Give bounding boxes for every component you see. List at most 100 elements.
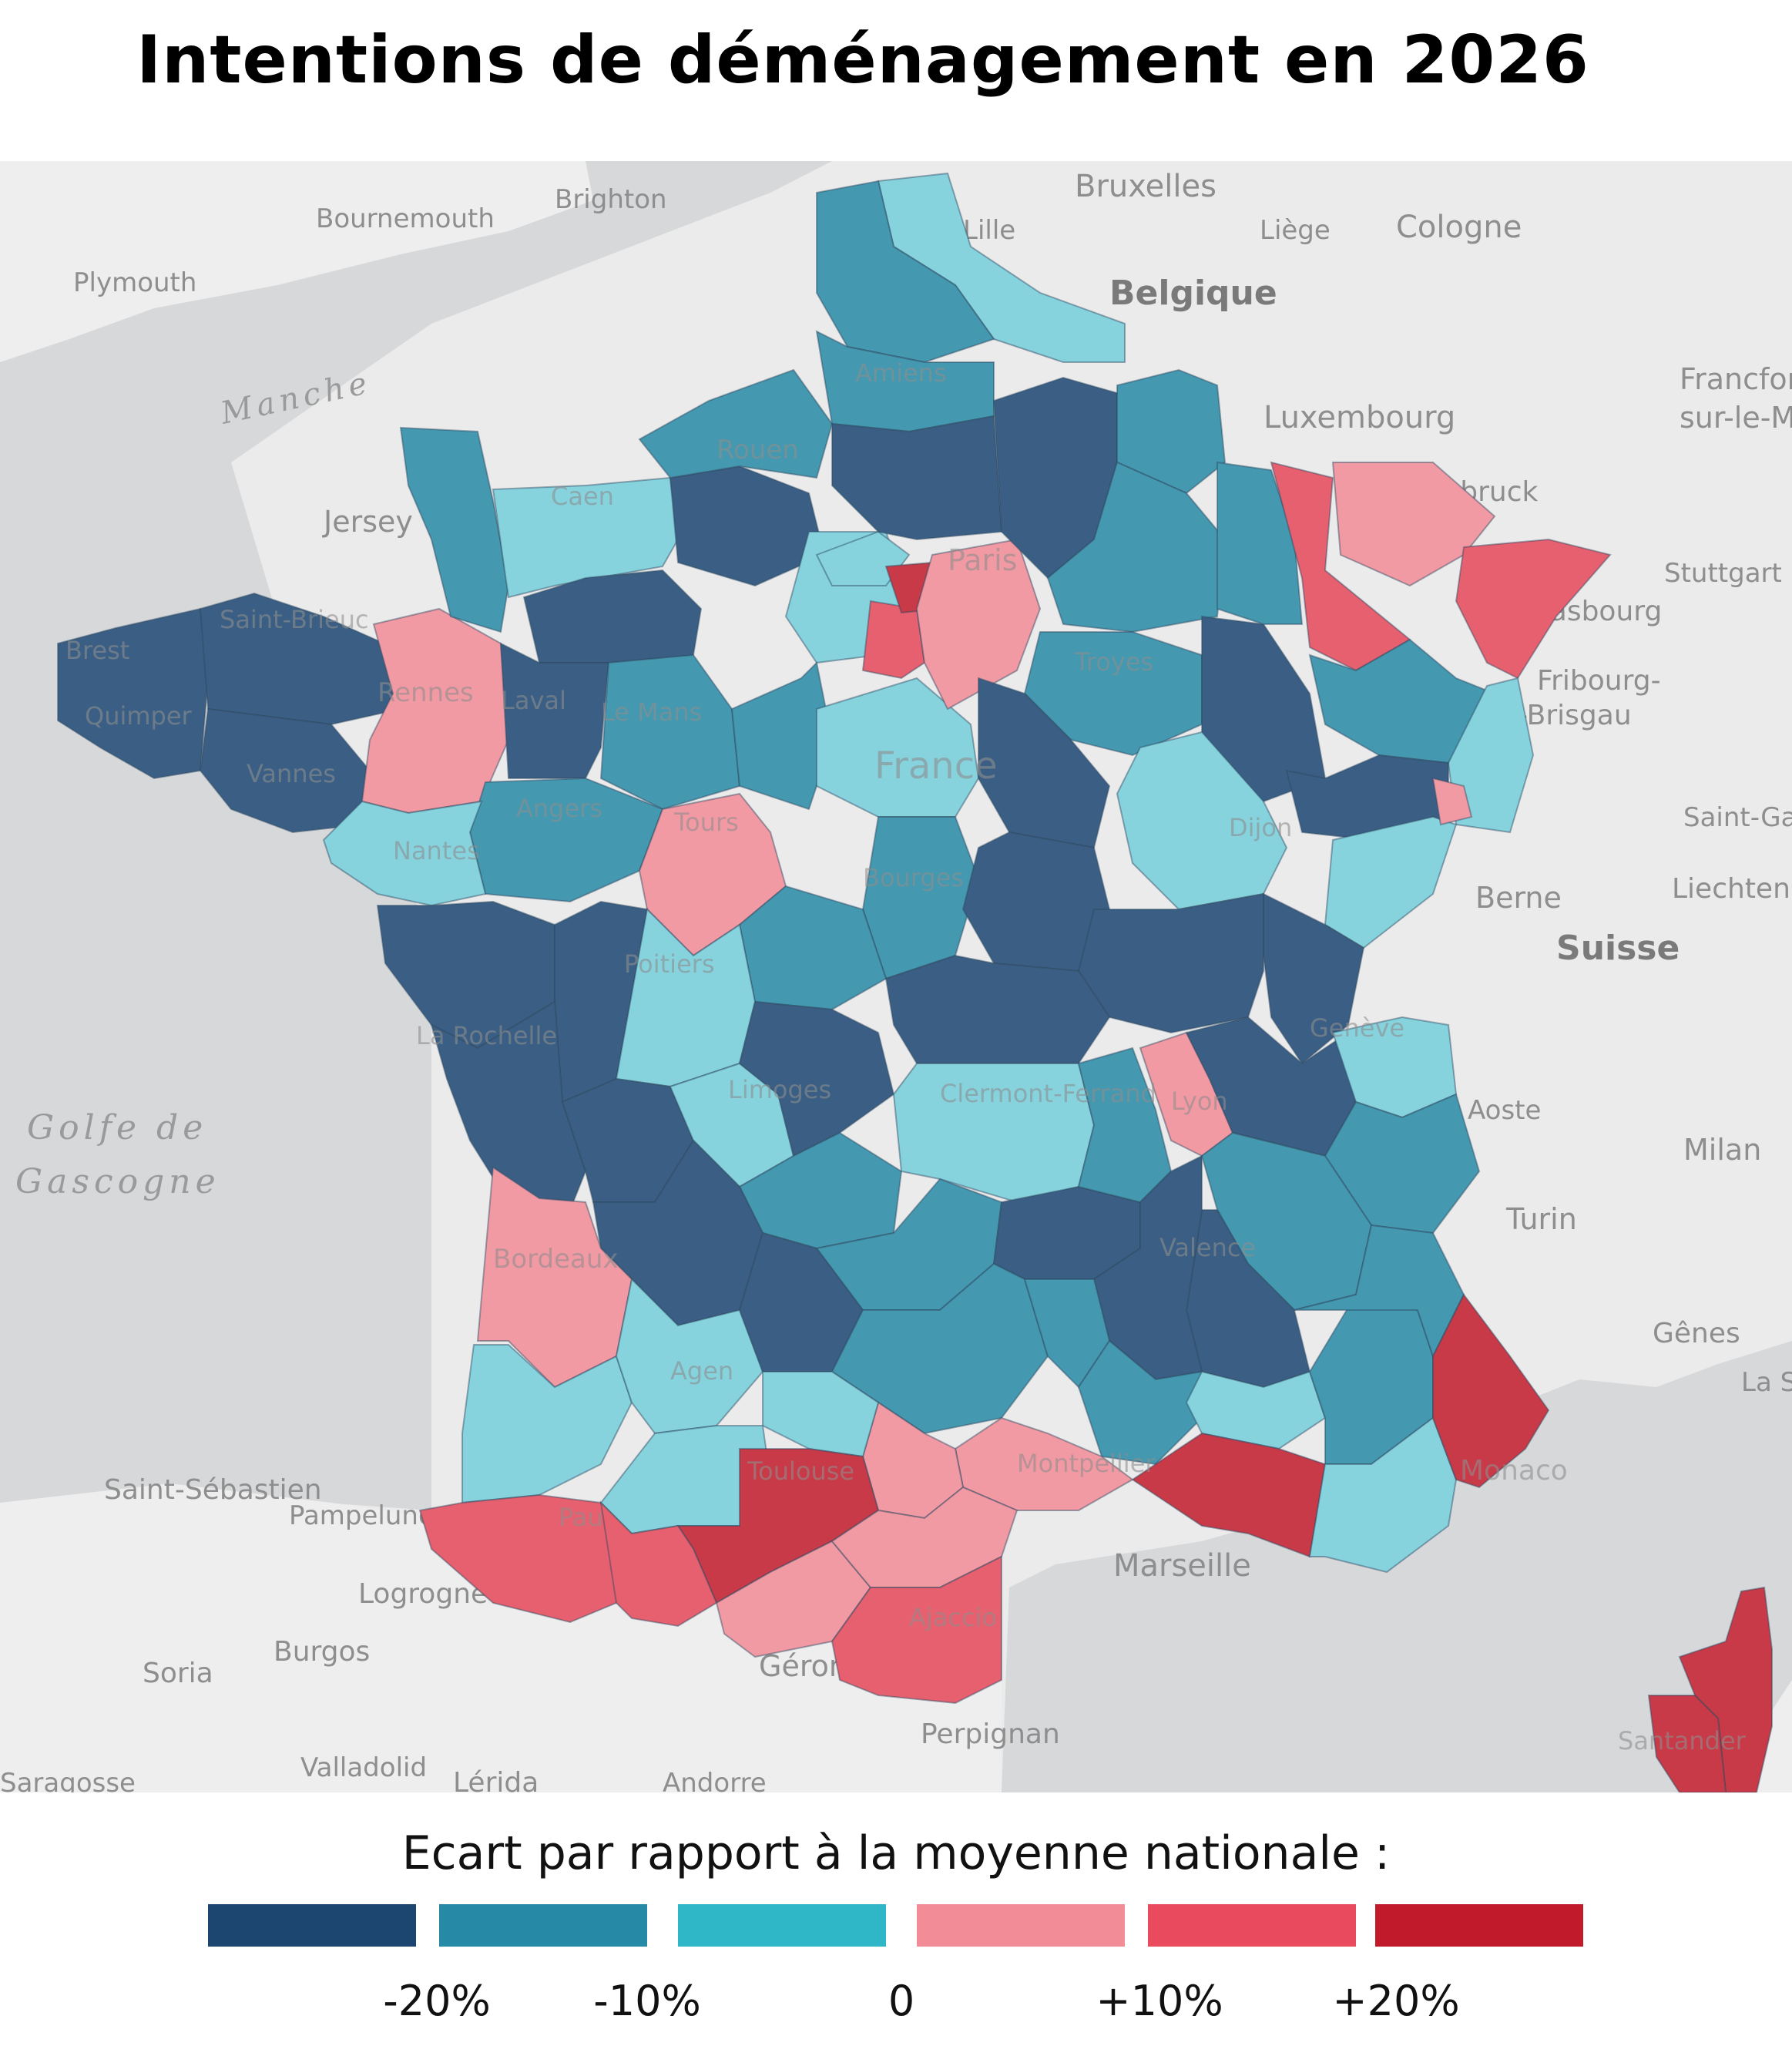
dept-yonne[interactable] [978, 677, 1111, 849]
dept-jura[interactable] [1263, 892, 1365, 1065]
legend-tick-plus-20: +20% [1332, 1977, 1460, 2025]
place-laval: Laval [501, 686, 566, 715]
place-caen: Caen [551, 482, 614, 511]
dept-corse-du-sud[interactable] [1647, 1695, 1727, 1792]
legend-swatch-2 [439, 1904, 647, 1947]
country-label-belgique: Belgique [1109, 274, 1277, 313]
place-angers: Angers [516, 794, 602, 823]
place-nantes: Nantes [393, 836, 480, 865]
place-milan: Milan [1683, 1133, 1761, 1167]
place-luxembourg: Luxembourg [1263, 400, 1455, 435]
dept-herault[interactable] [954, 1416, 1134, 1511]
place-amiens: Amiens [855, 358, 947, 388]
place-fribourg: Fribourg- [1537, 665, 1661, 697]
place-liege: Liège [1260, 215, 1331, 246]
dept-meuse[interactable] [1216, 461, 1304, 625]
dept-bas-rhin[interactable] [1455, 538, 1612, 680]
place-plymouth: Plymouth [73, 267, 196, 298]
place-vannes: Vannes [247, 759, 336, 788]
map-title: Intentions de déménagement en 2026 [136, 22, 1589, 99]
legend-swatch-4 [917, 1904, 1125, 1947]
legend-title: Ecart par rapport à la moyenne nationale… [401, 1826, 1391, 1880]
place-marseille: Marseille [1113, 1548, 1251, 1584]
place-brighton: Brighton [555, 184, 667, 215]
uk-land [0, 161, 593, 362]
place-valladolid: Saragosse [0, 1768, 136, 1792]
dept-manche[interactable] [399, 426, 510, 633]
place-ajaccio: Santander [1618, 1726, 1747, 1755]
place-paris: Paris [948, 543, 1017, 577]
place-poitiers: Poitiers [624, 949, 715, 979]
place-lerida: Andorre [663, 1768, 767, 1792]
dept-seine-maritime[interactable] [638, 368, 834, 479]
dept-mayenne[interactable] [499, 642, 610, 779]
iberia-land [0, 1483, 1002, 1792]
place-lille: Lille [963, 215, 1015, 246]
dept-morbihan[interactable] [199, 707, 371, 834]
place-pau: Pau [559, 1503, 603, 1532]
legend-tick-plus-10: +10% [1096, 1977, 1223, 2025]
place-perpignan: Ajaccio [909, 1603, 997, 1632]
place-rouen: Rouen [716, 435, 799, 465]
place-jersey: Jersey [322, 505, 413, 539]
place-santander: Saint-Sébastien [104, 1474, 322, 1506]
place-bourges: Bourges [863, 863, 964, 892]
city-labels-over-map: Brest Quimper Vannes Saint-Brieuc Rennes… [65, 358, 1747, 1755]
dept-landes[interactable] [461, 1344, 633, 1504]
sea-label-golfe: Golfe de [27, 1108, 207, 1147]
place-bruxelles: Bruxelles [1075, 169, 1216, 204]
dept-calvados[interactable] [492, 476, 680, 599]
dept-loiret[interactable] [816, 677, 980, 818]
dept-charente-maritime[interactable] [430, 1000, 587, 1211]
place-agen: Agen [670, 1356, 733, 1386]
sea-label-gascogne: Gascogne [15, 1162, 220, 1201]
place-saint-brieuc: Saint-Brieuc [220, 605, 369, 634]
dept-yvelines[interactable] [861, 600, 926, 680]
place-dijon: Dijon [1229, 813, 1292, 842]
place-toulouse: Toulouse [747, 1456, 854, 1486]
place-burgos: Soria [143, 1658, 213, 1689]
place-troyes: Troyes [1074, 647, 1153, 677]
place-gerone: Perpignan [921, 1718, 1060, 1750]
dept-savoie[interactable] [1324, 1093, 1481, 1235]
place-pampelune: Logrogne [358, 1578, 488, 1610]
departements[interactable] [57, 172, 1773, 1792]
place-liechtenstein: Liechten [1672, 873, 1790, 905]
place-aoste: Aoste [1468, 1095, 1541, 1126]
place-bournemouth: Bournemouth [316, 203, 495, 234]
legend-swatch-6 [1375, 1904, 1583, 1947]
place-saint-sebastien: Pampelune [289, 1500, 435, 1531]
dept-nord[interactable] [877, 172, 1126, 363]
place-brest: Brest [65, 636, 129, 665]
place-tours: Tours [673, 808, 739, 837]
place-lyon: Lyon [1171, 1087, 1228, 1116]
dept-pyrenees-orientales[interactable] [831, 1555, 1002, 1705]
place-saragosse: Lérida [453, 1767, 539, 1792]
dept-oise[interactable] [831, 415, 1003, 541]
legend-tick-minus-20: -20% [383, 1977, 491, 2025]
place-clermont-ferrand: Clermont-Ferrand [940, 1079, 1156, 1108]
legend-swatch-5 [1148, 1904, 1356, 1947]
place-geneve: Genève [1310, 1013, 1404, 1043]
dept-allier[interactable] [884, 954, 1111, 1064]
dept-haute-corse[interactable] [1678, 1586, 1773, 1792]
dept-vaucluse[interactable] [1185, 1370, 1327, 1450]
place-stuttgart: Stuttgart [1664, 558, 1782, 589]
dept-territoire-de-belfort[interactable] [1431, 777, 1473, 826]
place-monaco: Monaco [1460, 1455, 1568, 1487]
place-sur-le-main: sur-le-M [1680, 401, 1792, 435]
place-bordeaux: Bordeaux [493, 1244, 619, 1275]
place-valence: Valence [1159, 1233, 1256, 1262]
dept-hautes-alpes[interactable] [1294, 1224, 1465, 1359]
place-saint-gall: Saint-Ga [1683, 802, 1792, 833]
legend-tick-zero: 0 [888, 1977, 915, 2025]
place-logrogne: Burgos [273, 1636, 370, 1668]
choropleth-map[interactable]: Manche Golfe de Gascogne Belgique Suisse… [0, 161, 1792, 1792]
dept-pas-de-calais[interactable] [816, 180, 995, 364]
place-limoges: Limoges [728, 1075, 831, 1104]
dept-var[interactable] [1308, 1416, 1458, 1574]
dept-alpes-maritimes[interactable] [1432, 1293, 1550, 1489]
place-montpellier: Montpellier [1017, 1449, 1156, 1478]
place-la-spezia: La S [1741, 1367, 1792, 1398]
dept-loire-atlantique[interactable] [322, 800, 487, 907]
